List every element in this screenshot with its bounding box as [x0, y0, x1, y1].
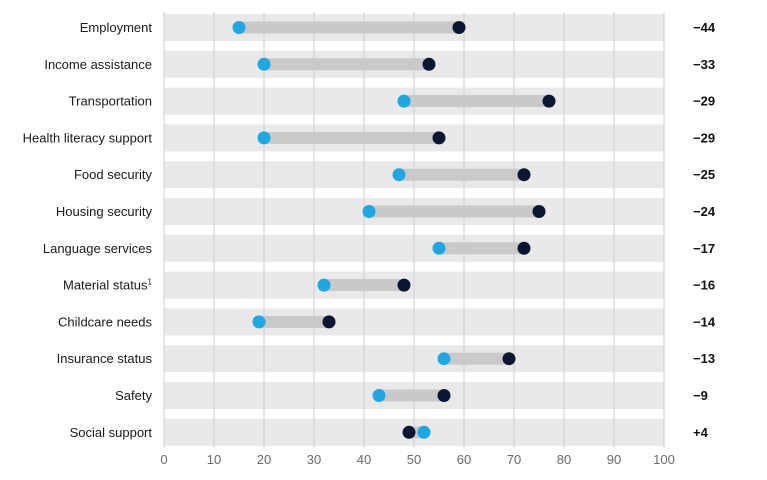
gridlines: [163, 12, 665, 448]
connectors: [239, 21, 549, 439]
point-series-a: [432, 241, 446, 255]
category-label: Housing security: [56, 204, 153, 219]
category-label: Food security: [74, 167, 153, 182]
point-series-b: [397, 278, 411, 292]
point-series-b: [502, 352, 516, 366]
difference-label: −29: [693, 130, 715, 145]
category-label: Transportation: [69, 94, 152, 109]
difference-label: −24: [693, 204, 716, 219]
point-series-a: [317, 278, 331, 292]
difference-label: −16: [693, 278, 715, 293]
footnote-marker: 1: [148, 278, 153, 287]
category-label: Safety: [115, 388, 152, 403]
point-series-b: [322, 315, 336, 329]
x-tick-label: 10: [207, 452, 221, 467]
category-label: Income assistance: [44, 57, 152, 72]
point-series-b: [437, 389, 451, 402]
difference-label: −14: [693, 314, 716, 329]
connector-bar: [259, 315, 329, 328]
connector-bar: [379, 389, 444, 402]
point-series-b: [422, 57, 436, 71]
category-labels: Employment Income assistance Transportatio…: [23, 20, 153, 440]
difference-label: −44: [693, 20, 716, 35]
category-label: Childcare needs: [58, 314, 152, 329]
point-series-a: [397, 94, 411, 108]
point-series-a: [257, 131, 271, 145]
point-series-a: [417, 425, 431, 439]
point-series-b: [517, 241, 531, 255]
x-tick-label: 100: [653, 452, 675, 467]
point-series-b: [402, 425, 416, 439]
category-label: Insurance status: [57, 351, 153, 366]
difference-label: −9: [693, 388, 708, 403]
connector-bar: [264, 131, 439, 144]
category-label: Health literacy support: [23, 130, 153, 145]
point-series-b: [532, 205, 546, 218]
point-series-b: [517, 168, 531, 182]
connector-bar: [444, 352, 509, 365]
connector-bar: [324, 279, 404, 292]
x-tick-label: 30: [307, 452, 321, 467]
point-series-a: [437, 352, 451, 366]
point-series-b: [452, 21, 466, 34]
x-tick-label: 70: [507, 452, 521, 467]
x-tick-label: 80: [557, 452, 571, 467]
category-label: Material status1: [63, 278, 153, 293]
connector-bar: [439, 242, 524, 255]
x-tick-label: 60: [457, 452, 471, 467]
point-series-a: [232, 21, 246, 34]
difference-label: −29: [693, 94, 715, 109]
point-series-a: [257, 57, 271, 71]
connector-bar: [264, 58, 429, 71]
difference-labels: −44 −33 −29 −29 −25 −24 −17 −16 −14 −13 −9 +4: [693, 20, 716, 440]
category-label: Employment: [80, 20, 153, 35]
difference-label: +4: [693, 425, 709, 440]
difference-label: −17: [693, 241, 715, 256]
x-tick-label: 50: [407, 452, 421, 467]
point-series-b: [542, 94, 556, 108]
point-series-a: [392, 168, 406, 182]
point-series-a: [362, 205, 376, 218]
x-tick-label: 20: [257, 452, 271, 467]
x-tick-label: 0: [160, 452, 167, 467]
point-series-a: [252, 315, 266, 329]
category-label: Social support: [70, 425, 153, 440]
difference-label: −25: [693, 167, 715, 182]
difference-label: −33: [693, 57, 715, 72]
x-axis-ticks: 0 10 20 30 40 50 60 70 80 90 100: [160, 452, 674, 467]
x-tick-label: 90: [607, 452, 621, 467]
connector-bar: [399, 168, 524, 181]
point-series-b: [432, 131, 446, 145]
x-tick-label: 40: [357, 452, 371, 467]
connector-bar: [369, 205, 539, 218]
difference-label: −13: [693, 351, 715, 366]
data-points: [232, 21, 556, 439]
category-label: Language services: [43, 241, 153, 256]
connector-bar: [404, 95, 549, 108]
connector-bar: [239, 21, 459, 34]
point-series-a: [372, 389, 386, 402]
